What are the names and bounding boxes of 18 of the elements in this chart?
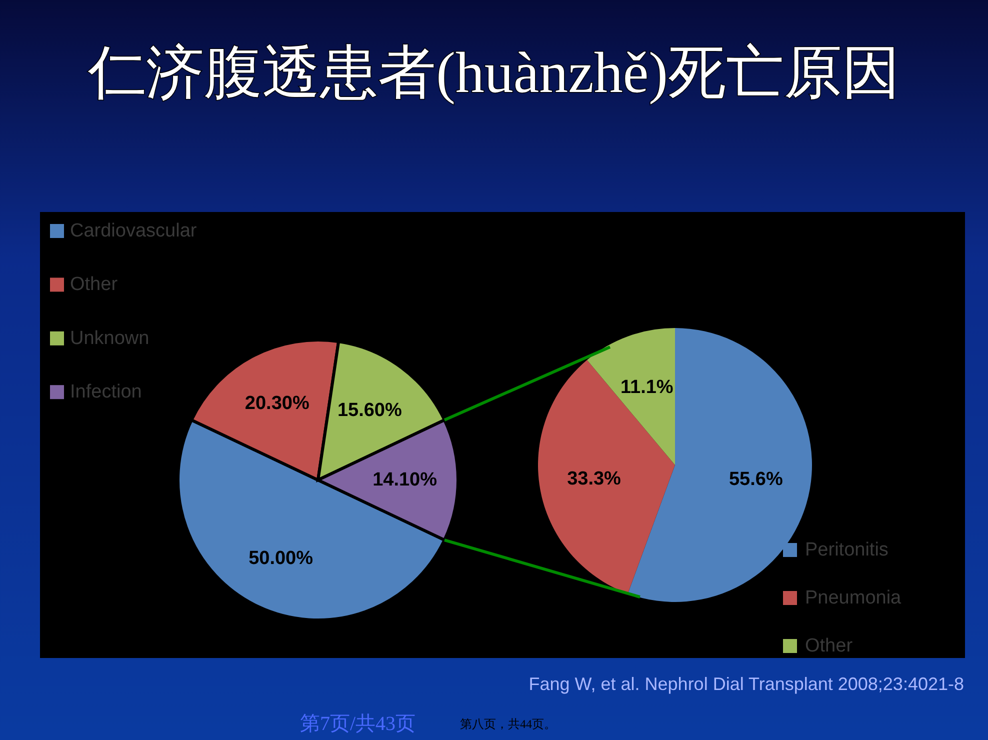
- legend-label: Pneumonia: [805, 588, 902, 608]
- text: 第7页/共43页: [300, 713, 416, 735]
- legend-label: Infection: [70, 382, 142, 403]
- chart-title: 仁济腹透患者(huànzhě)死亡原因: [87, 40, 900, 105]
- text: 第八页，共44页。: [460, 717, 556, 731]
- data-label: 20.30%: [244, 392, 310, 414]
- legend-label: Unknown: [70, 328, 150, 349]
- legend-label: Cardiovascular: [70, 220, 198, 242]
- legend-label: Other: [70, 274, 118, 296]
- data-label: 14.10%: [372, 470, 438, 490]
- data-label: 11.1%: [620, 377, 674, 398]
- data-label: 33.3%: [567, 468, 622, 490]
- text: Fang W, et al. Nephrol Dial Transplant 2008;23:4021-8: [528, 674, 964, 694]
- data-label: 50.00%: [248, 548, 314, 569]
- legend-label: Other: [805, 636, 854, 656]
- data-label: 15.60%: [337, 400, 402, 421]
- legend-label: Peritonitis: [805, 540, 888, 560]
- data-label: 55.6%: [728, 468, 783, 490]
